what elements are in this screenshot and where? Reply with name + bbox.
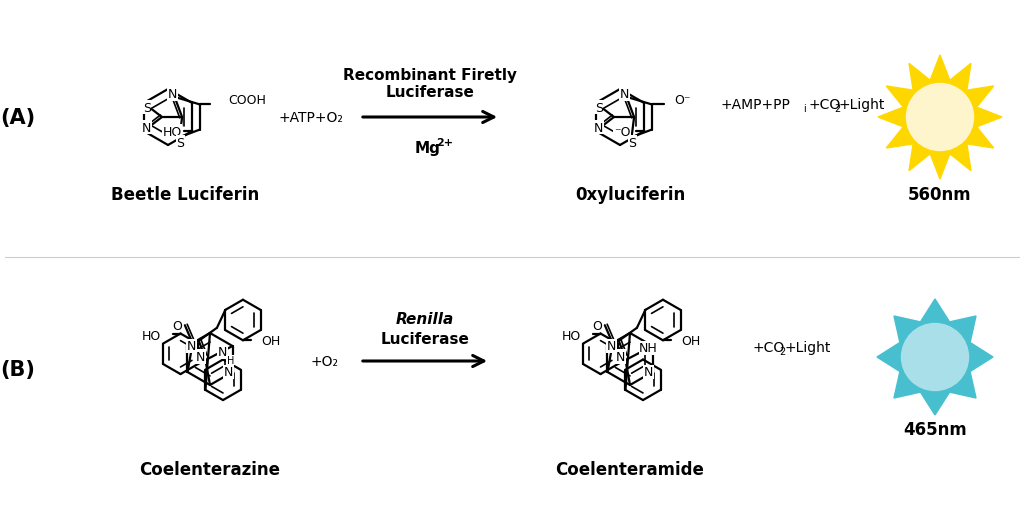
Text: S: S [142, 102, 151, 114]
Text: 0xyluciferin: 0xyluciferin [574, 186, 685, 204]
Text: N: N [224, 366, 233, 379]
Text: Luciferase: Luciferase [386, 84, 474, 99]
Polygon shape [878, 56, 1002, 180]
Text: 2: 2 [779, 346, 785, 357]
Text: N: N [218, 346, 227, 359]
Text: N: N [142, 121, 152, 134]
Text: S: S [629, 136, 637, 149]
Text: NH: NH [639, 342, 657, 355]
Text: O: O [592, 319, 602, 332]
Text: Beetle Luciferin: Beetle Luciferin [111, 186, 259, 204]
Text: +CO: +CO [752, 340, 784, 355]
Circle shape [901, 323, 969, 391]
Text: +AMP+PP: +AMP+PP [720, 98, 790, 112]
Text: N: N [186, 340, 197, 353]
Text: (A): (A) [0, 108, 36, 128]
Text: COOH: COOH [227, 94, 265, 107]
Text: N: N [197, 350, 206, 363]
Text: HO: HO [163, 125, 182, 138]
Text: N: N [594, 121, 603, 134]
Text: +O₂: +O₂ [310, 355, 338, 368]
Text: H: H [227, 356, 234, 365]
Text: Mg: Mg [415, 140, 441, 155]
Text: N: N [616, 350, 626, 363]
Text: 2: 2 [834, 104, 841, 114]
Text: (B): (B) [1, 359, 36, 379]
Text: ⁻O: ⁻O [614, 125, 631, 138]
Text: OH: OH [261, 334, 281, 347]
Text: i: i [803, 104, 806, 114]
Text: +Light: +Light [839, 98, 886, 112]
Text: HO: HO [141, 329, 161, 342]
Text: 2+: 2+ [436, 138, 453, 147]
Text: +ATP+O₂: +ATP+O₂ [278, 111, 343, 125]
Text: OH: OH [681, 334, 700, 347]
Text: Luciferase: Luciferase [381, 332, 469, 347]
Text: HO: HO [561, 329, 581, 342]
Text: +Light: +Light [785, 340, 831, 355]
Text: N: N [620, 88, 629, 101]
Text: O: O [172, 319, 182, 332]
Text: Coelenteramide: Coelenteramide [556, 460, 705, 478]
Text: Recombinant Firetly: Recombinant Firetly [343, 67, 517, 82]
Text: N: N [607, 340, 616, 353]
Text: O⁻: O⁻ [674, 94, 690, 107]
Text: Renilla: Renilla [396, 312, 454, 327]
Circle shape [906, 84, 974, 152]
Text: S: S [595, 102, 603, 114]
Polygon shape [877, 299, 993, 415]
Text: N: N [644, 366, 653, 379]
Text: +CO: +CO [809, 98, 842, 112]
Text: 465nm: 465nm [903, 420, 967, 438]
Text: S: S [176, 136, 184, 149]
Text: 560nm: 560nm [908, 186, 972, 204]
Text: Coelenterazine: Coelenterazine [139, 460, 281, 478]
Text: N: N [168, 88, 177, 101]
